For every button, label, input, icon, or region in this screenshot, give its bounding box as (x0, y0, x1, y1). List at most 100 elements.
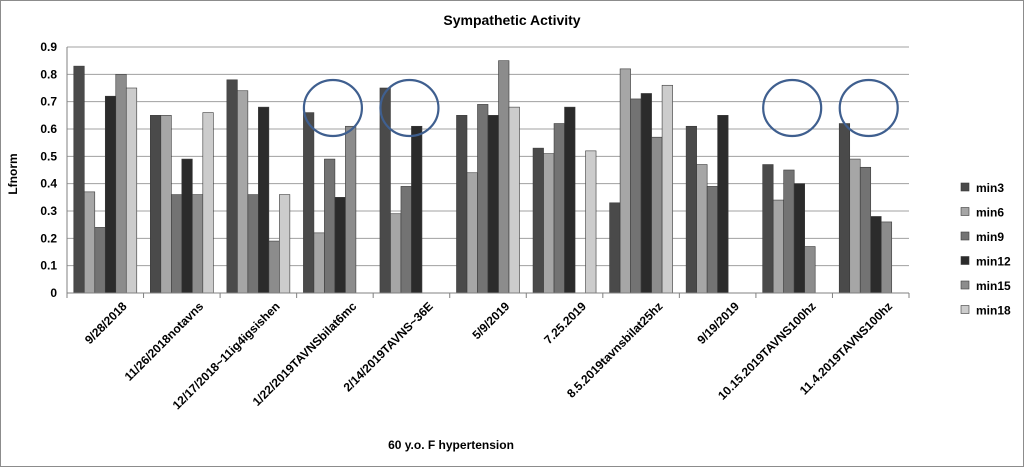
bar-min12 (870, 216, 882, 294)
bar-min9 (477, 104, 489, 294)
bar-min12 (104, 95, 117, 294)
bar-min3 (685, 125, 697, 294)
y-tick-label: 0 (50, 286, 57, 300)
legend-label: min12 (976, 255, 1011, 269)
bar-min9 (783, 169, 795, 294)
bar-min6 (619, 68, 631, 294)
annotation-circles (302, 78, 899, 138)
x-category-label: 11/26/2018notavns (122, 299, 207, 384)
bar-min6 (237, 90, 249, 294)
bar-min6 (696, 164, 708, 294)
bar-min9 (247, 194, 259, 294)
legend-label: min9 (976, 230, 1004, 244)
legend-label: min3 (976, 181, 1004, 195)
bar-min18 (125, 87, 138, 294)
y-tick-label: 0.9 (40, 40, 57, 54)
bar-min3 (456, 115, 468, 294)
bar-min9 (706, 186, 718, 294)
legend-swatch (960, 305, 970, 314)
bar-min18 (202, 112, 214, 294)
bar-min15 (268, 240, 280, 294)
annotation-circle (302, 78, 364, 138)
bar-min6 (83, 191, 96, 294)
bar-min6 (772, 199, 784, 294)
bar-min6 (160, 115, 172, 294)
axes (66, 47, 910, 298)
bar-min3 (532, 147, 544, 294)
bar-min12 (411, 125, 423, 294)
y-tick-label: 0.4 (40, 177, 57, 191)
legend-label: min15 (976, 279, 1011, 293)
bar-min12 (487, 115, 499, 294)
x-category-label: 2/14/2019TAVNS~36E (341, 299, 436, 394)
bar-min15 (651, 136, 663, 294)
legend-swatch (960, 207, 970, 216)
bar-min12 (793, 183, 805, 294)
y-tick-label: 0.1 (40, 259, 57, 273)
annotation-circle (762, 78, 823, 138)
bar-min6 (390, 213, 402, 294)
bar-min3 (226, 79, 238, 294)
bar-min6 (543, 153, 555, 294)
bar-min3 (303, 112, 315, 294)
bar-min9 (171, 194, 183, 294)
bar-min9 (400, 186, 412, 294)
chart-title: Sympathetic Activity (443, 12, 580, 28)
x-axis-title: 60 y.o. F hypertension (388, 438, 514, 452)
bar-min12 (564, 106, 576, 294)
y-tick-label: 0.8 (40, 67, 57, 81)
y-tick-labels: 0 0.1 0.2 0.3 0.4 0.5 0.6 0.7 0.8 0.9 (40, 40, 57, 300)
bar-min15 (804, 246, 816, 294)
bar-min3 (838, 123, 851, 294)
y-tick-label: 0.2 (40, 231, 57, 245)
legend-swatch (960, 231, 970, 241)
y-tick-label: 0.5 (40, 149, 57, 163)
bar-min6 (313, 232, 325, 294)
bar-min3 (609, 202, 621, 294)
x-category-label: 9/28/2018 (82, 299, 130, 347)
bar-min3 (150, 115, 162, 294)
legend-swatch (960, 256, 970, 265)
x-category-label: 9/19/2019 (694, 299, 742, 347)
y-axis-title: Lfnorm (6, 153, 20, 194)
legend-swatch (960, 280, 970, 290)
bar-min9 (94, 227, 106, 294)
x-category-label: 7.25.2019 (541, 299, 589, 347)
bar-min15 (192, 194, 204, 294)
y-tick-label: 0.3 (40, 204, 57, 218)
bar-min18 (661, 84, 673, 294)
bar-min15 (880, 221, 893, 294)
bar-min9 (553, 123, 565, 294)
y-tick-label: 0.7 (40, 95, 57, 109)
bar-min3 (762, 164, 774, 294)
bar-min6 (849, 158, 861, 294)
legend-label: min18 (976, 304, 1011, 318)
bar-min15 (115, 74, 127, 294)
bar-min12 (717, 115, 729, 294)
bar-min6 (466, 172, 478, 294)
bar-min12 (258, 106, 270, 294)
bar-min18 (508, 106, 520, 294)
bar-min15 (498, 60, 510, 294)
bar-min9 (630, 98, 642, 294)
legend: min3 min6 min9 min12 min15 min18 (960, 181, 1011, 318)
legend-label: min6 (976, 206, 1004, 220)
bar-min18 (279, 194, 291, 294)
bar-min15 (345, 125, 357, 294)
bar-min9 (324, 158, 336, 294)
x-category-label: 5/9/2019 (469, 299, 512, 342)
annotation-circle (838, 78, 899, 138)
annotation-circle (379, 78, 440, 138)
bar-min18 (585, 150, 597, 294)
bar-min12 (640, 93, 652, 294)
bar-min12 (181, 158, 193, 294)
legend-swatch (960, 182, 970, 192)
y-tick-label: 0.6 (40, 122, 57, 136)
x-category-labels: 9/28/201811/26/2018notavns12/17/2018~11i… (82, 299, 895, 412)
bar-min12 (334, 197, 346, 294)
bar-min9 (859, 166, 872, 294)
bars-group (73, 60, 893, 294)
bar-min3 (73, 65, 85, 294)
